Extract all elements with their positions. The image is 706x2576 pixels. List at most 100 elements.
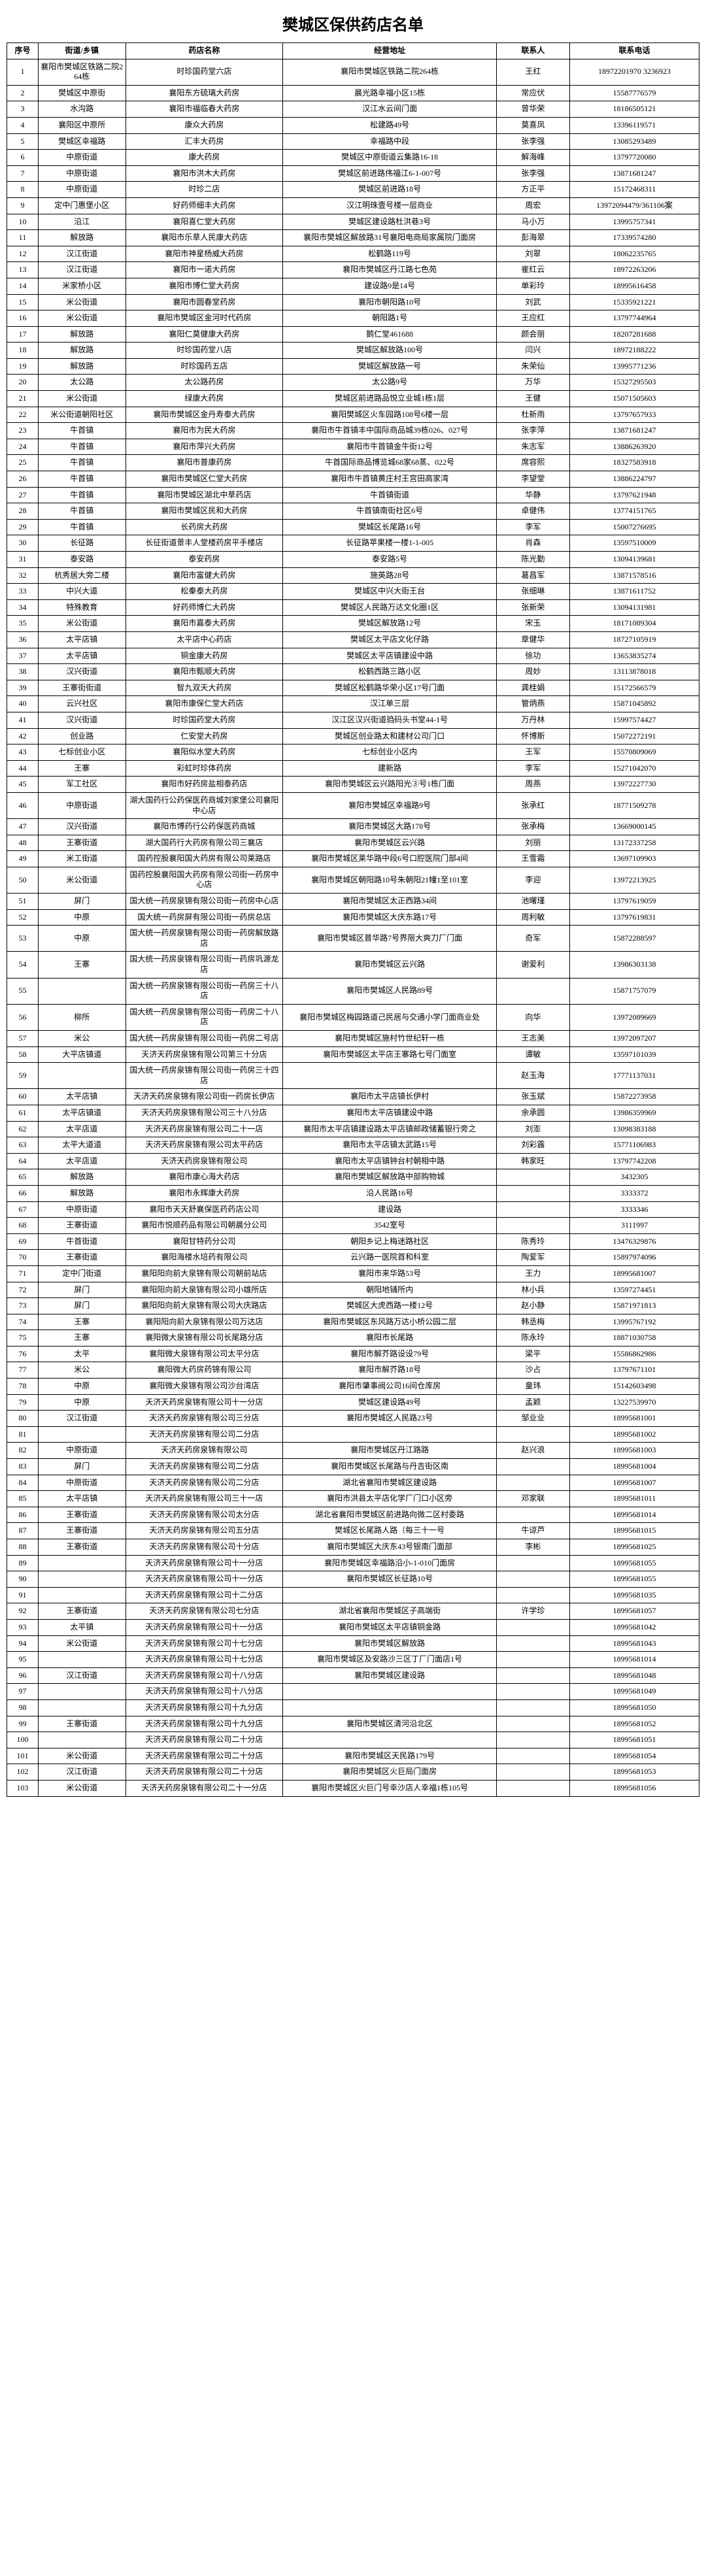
- table-row: 69牛首街道襄阳甘特药分公司朝阳乡记上梅迷路社区陈秀玲13476329876: [7, 1233, 699, 1250]
- table-cell: 襄阳甘特药分公司: [126, 1233, 283, 1250]
- table-cell: 定中门惠堡小区: [38, 197, 126, 214]
- table-cell: [38, 1555, 126, 1571]
- table-cell: 国大统一药房泉锦有限公司街一药房二十八店: [126, 1004, 283, 1030]
- table-cell: 太平店镇道: [38, 1105, 126, 1121]
- table-cell: 莫喜凤: [496, 117, 569, 133]
- table-cell: 39: [7, 680, 39, 696]
- table-cell: 杭秀居大旁二楼: [38, 567, 126, 584]
- table-cell: 96: [7, 1667, 39, 1684]
- table-cell: 襄阳东方硫璃大药房: [126, 85, 283, 101]
- table-row: 31泰安路泰安药房泰安路5号陈光勤13094139681: [7, 552, 699, 568]
- table-cell: 韩丞梅: [496, 1314, 569, 1330]
- table-cell: 41: [7, 712, 39, 728]
- table-cell: 13871681247: [570, 165, 699, 182]
- table-cell: 米公街道: [38, 1748, 126, 1764]
- table-row: 61太平店镇道天济天药房泉锦有限公司三十八分店襄阳市太平店镇建设中路余承圆139…: [7, 1105, 699, 1121]
- table-cell: 12: [7, 246, 39, 262]
- table-row: 64太平店道天济天药房泉锦有限公司襄阳市太平店镇钟台村朝相中路韩家旺137977…: [7, 1153, 699, 1169]
- table-cell: 56: [7, 1004, 39, 1030]
- table-cell: 特殊教育: [38, 599, 126, 616]
- table-row: 37太平店镇铜金康大药房樊城区太平店镇建设中路徐功13653835274: [7, 648, 699, 664]
- table-cell: 梁平: [496, 1346, 569, 1362]
- table-cell: 定中门街道: [38, 1265, 126, 1282]
- table-cell: 18995681035: [570, 1587, 699, 1603]
- table-cell: 襄阳市樊城区人民路89号: [283, 978, 497, 1004]
- table-cell: 13396119571: [570, 117, 699, 133]
- pharmacy-table: 序号 街道/乡镇 药店名称 经营地址 联系人 联系电话 1襄阳市樊城区铁路二院2…: [7, 42, 699, 1797]
- table-cell: 樊城区大虎西路一楼12号: [283, 1298, 497, 1314]
- table-cell: 襄阳阳向前大泉锦有限公司小雄所店: [126, 1282, 283, 1298]
- table-cell: 邓家联: [496, 1491, 569, 1507]
- table-cell: 襄阳市樊城区长征路10号: [283, 1571, 497, 1588]
- table-cell: 18995681025: [570, 1539, 699, 1556]
- table-cell: 朝阳乡记上梅迷路社区: [283, 1233, 497, 1250]
- table-cell: 52: [7, 909, 39, 926]
- table-cell: 23: [7, 423, 39, 439]
- table-row: 28牛首镇襄阳市樊城区民和大药房牛首镇南街社区6号卓健伟13774151765: [7, 503, 699, 520]
- table-cell: 国药控股襄阳国大药房有限公司街一药房中心店: [126, 867, 283, 893]
- table-cell: 102: [7, 1764, 39, 1781]
- table-cell: 国大统一药房泉锦有限公司街一药房二号店: [126, 1031, 283, 1047]
- table-cell: 3542室号: [283, 1218, 497, 1234]
- table-cell: 米家桥小区: [38, 278, 126, 294]
- table-cell: 襄阳似水堂大药房: [126, 744, 283, 761]
- table-cell: 松鹤西路三路小区: [283, 664, 497, 680]
- table-row: 78中原襄阳微大泉锦有限公司沙台湾店襄阳市肇事阀公司16间仓库房童玮151426…: [7, 1379, 699, 1395]
- table-cell: 77: [7, 1362, 39, 1379]
- table-cell: 天济天药房泉锦有限公司二分店: [126, 1426, 283, 1443]
- table-row: 24牛首镇襄阳市萍兴大药房襄阳市牛首镇金牛街12号朱志军13886263920: [7, 439, 699, 455]
- table-cell: 13972097207: [570, 1031, 699, 1047]
- table-cell: 汇丰大药房: [126, 133, 283, 150]
- table-cell: 太平大道道: [38, 1137, 126, 1154]
- table-cell: [496, 1652, 569, 1668]
- table-cell: 闫兴: [496, 343, 569, 359]
- table-cell: 62: [7, 1121, 39, 1137]
- table-cell: 70: [7, 1250, 39, 1266]
- table-cell: 襄阳阳向前大泉锦有限公司朝前站店: [126, 1265, 283, 1282]
- table-cell: 屏门: [38, 894, 126, 910]
- table-cell: 米公街道: [38, 867, 126, 893]
- table-cell: 樊城区中兴大街王台: [283, 584, 497, 600]
- table-cell: 解放路: [38, 230, 126, 246]
- table-cell: 屏门: [38, 1282, 126, 1298]
- table-cell: 13669000145: [570, 819, 699, 835]
- table-cell: 天济天药房泉锦有限公司十九分店: [126, 1699, 283, 1716]
- table-cell: 王雪霜: [496, 851, 569, 867]
- table-cell: 18995681055: [570, 1555, 699, 1571]
- table-cell: 13085293489: [570, 133, 699, 150]
- table-cell: 15271042070: [570, 760, 699, 777]
- table-cell: 13871611752: [570, 584, 699, 600]
- table-cell: 襄阳市樊城区东风路万达小桥公园二层: [283, 1314, 497, 1330]
- table-cell: 余承圆: [496, 1105, 569, 1121]
- table-cell: 15586862986: [570, 1346, 699, 1362]
- table-cell: 18995681055: [570, 1571, 699, 1588]
- table-cell: 襄阳微大泉锦有限公司太平分店: [126, 1346, 283, 1362]
- table-cell: 99: [7, 1716, 39, 1732]
- table-cell: 牛首镇: [38, 423, 126, 439]
- table-cell: 牛首镇: [38, 503, 126, 520]
- table-cell: 樊城区太平店镇建设中路: [283, 648, 497, 664]
- table-cell: 襄阳市永辉康大药房: [126, 1185, 283, 1201]
- table-cell: [496, 1218, 569, 1234]
- table-cell: 29: [7, 519, 39, 535]
- table-cell: 15872273958: [570, 1089, 699, 1105]
- table-cell: 常应伏: [496, 85, 569, 101]
- table-cell: 襄阳市樊城区幸福路9号: [283, 792, 497, 818]
- table-row: 42创业路仁安堂大药房樊城区创业路太和建材公司门口怀博斯15072272191: [7, 728, 699, 744]
- table-cell: 牛首镇南街社区6号: [283, 503, 497, 520]
- table-row: 57米公国大统一药房泉锦有限公司街一药房二号店襄阳市樊城区施村竹世纪轩一栋王志美…: [7, 1031, 699, 1047]
- table-cell: 76: [7, 1346, 39, 1362]
- table-row: 72屏门襄阳阳向前大泉锦有限公司小雄所店朝阳地铺所内林小兵13597274451: [7, 1282, 699, 1298]
- table-cell: 天济天药房泉锦有限公司十一分店: [126, 1571, 283, 1588]
- table-row: 49米工街道国药控股襄阳国大药房有限公司莱路店襄阳市樊城区莱华路中段6号口腔医院…: [7, 851, 699, 867]
- table-cell: 康众大药房: [126, 117, 283, 133]
- table-cell: 樊城区幸福路: [38, 133, 126, 150]
- table-row: 17解放路襄阳仁莫健康大药房鹅仁堂461688颜会丽18207281688: [7, 326, 699, 343]
- table-cell: 13476329876: [570, 1233, 699, 1250]
- table-cell: 太平店道: [38, 1153, 126, 1169]
- table-cell: 王寨街街道: [38, 680, 126, 696]
- table-cell: 18995681014: [570, 1652, 699, 1668]
- table-cell: 中原: [38, 926, 126, 952]
- table-cell: 襄阳市为民大药房: [126, 423, 283, 439]
- table-cell: 朱荣仙: [496, 358, 569, 375]
